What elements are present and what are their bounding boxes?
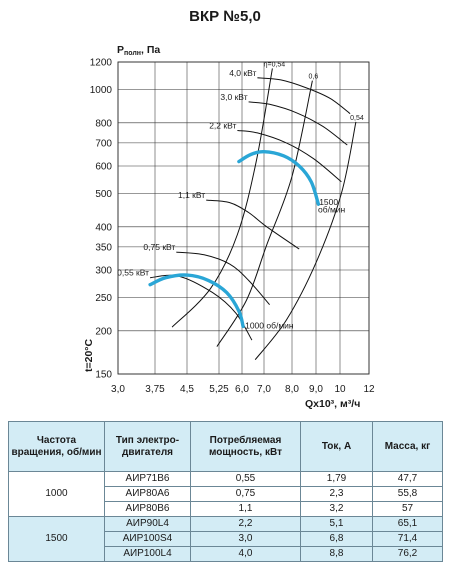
current-cell: 1,79 (300, 471, 373, 487)
power-label: 2,2 кВт (209, 121, 236, 131)
power-curve (176, 251, 270, 306)
y-tick-label: 1000 (90, 85, 113, 96)
table-row: АИР80А6 0,75 2,3 55,8 (9, 486, 443, 502)
x-tick-label: 10 (334, 384, 346, 395)
x-tick-label: 3,0 (111, 384, 125, 395)
x-tick-labels: 3,0 3,75 4,5 5,25 6,0 7,0 8,0 9,0 10 12 (111, 384, 375, 395)
power-cell: 0,75 (190, 486, 301, 502)
series-curves (148, 149, 321, 329)
power-cell: 2,2 (190, 516, 301, 532)
power-cell: 4,0 (190, 546, 301, 562)
y-tick-label: 400 (95, 222, 112, 233)
x-tick-label: 5,25 (209, 384, 229, 395)
x-tick-label: 7,0 (257, 384, 271, 395)
power-label: 1,1 кВт (178, 190, 205, 200)
y-axis-label: Pполн, Па (117, 44, 160, 57)
annotation-label: об/мин (318, 205, 346, 215)
power-curve (257, 77, 351, 115)
current-cell: 2,3 (300, 486, 373, 502)
x-tick-label: 8,0 (285, 384, 299, 395)
y-tick-label: 350 (95, 242, 112, 253)
motor-spec-table: Частота вращения, об/мин Тип электро-дви… (8, 421, 443, 562)
series-curve (237, 149, 321, 206)
x-tick-label: 3,75 (145, 384, 165, 395)
annotation-label: 1500 (319, 197, 338, 207)
current-cell: 3,2 (300, 501, 373, 517)
y-tick-label: 700 (95, 138, 112, 149)
mass-cell: 57 (372, 501, 443, 517)
power-cell: 0,55 (190, 471, 301, 487)
mass-cell: 47,7 (372, 471, 443, 487)
y-tick-label: 300 (95, 266, 112, 277)
table-row: 1000 АИР71В6 0,55 1,79 47,7 (8, 471, 443, 517)
power-label: 0,55 кВт (117, 268, 149, 278)
fan-performance-chart: ВКР №5,0 Pполн, Па η=0,54 0,6 0,54 0,55 кВ… (83, 8, 375, 410)
series-curve (148, 273, 245, 329)
header-mass: Масса, кг (372, 421, 443, 472)
power-curve (237, 130, 342, 183)
header-power: Потребляемая мощность, кВт (190, 421, 301, 472)
power-curves: 0,55 кВт 0,75 кВт 1,1 кВт 2,2 кВт 3,0 кВт 4,0… (117, 68, 351, 341)
mass-cell: 76,2 (372, 546, 443, 562)
y-tick-label: 500 (95, 189, 112, 200)
motor-cell: АИР71В6 (104, 471, 191, 487)
header-current: Ток, А (300, 421, 373, 472)
x-tick-label: 12 (363, 384, 375, 395)
table-row: АИР100L4 4,0 8,8 76,2 (9, 546, 443, 562)
table-header-row: Частота вращения, об/мин Тип электро-дви… (8, 421, 443, 472)
mass-cell: 71,4 (372, 531, 443, 547)
y-tick-label: 250 (95, 293, 112, 304)
chart-title: ВКР №5,0 (189, 8, 261, 25)
grid (117, 61, 370, 375)
motor-cell: АИР80В6 (104, 501, 191, 517)
power-label: 3,0 кВт (220, 92, 247, 102)
current-cell: 8,8 (300, 546, 373, 562)
x-axis-label: Qx10³, м³/ч (305, 398, 360, 410)
motor-cell: АИР90L4 (104, 516, 191, 532)
efficiency-line (171, 68, 273, 328)
speed-cell: 1500 (8, 516, 105, 562)
efficiency-line (254, 121, 357, 361)
efficiency-label: 0,6 (309, 74, 319, 81)
y-tick-label: 150 (95, 370, 112, 381)
efficiency-lines: η=0,54 0,6 0,54 (171, 61, 364, 361)
power-curve (206, 199, 300, 250)
efficiency-label: 0,54 (350, 115, 364, 122)
y-tick-label: 200 (95, 326, 112, 337)
motor-cell: АИР100S4 (104, 531, 191, 547)
y-tick-labels: 150 200 250 300 350 400 500 600 700 800 1000 1200 (90, 58, 113, 381)
y-tick-label: 1200 (90, 58, 113, 69)
mass-cell: 55,8 (372, 486, 443, 502)
power-label: 4,0 кВт (229, 68, 256, 78)
x-tick-label: 9,0 (309, 384, 323, 395)
temperature-label: t=20°C (83, 338, 95, 372)
x-tick-label: 4,5 (180, 384, 194, 395)
power-curve (248, 101, 348, 146)
power-cell: 3,0 (190, 531, 301, 547)
x-tick-label: 6,0 (235, 384, 249, 395)
motor-cell: АИР100L4 (104, 546, 191, 562)
y-tick-label: 800 (95, 118, 112, 129)
speed-cell: 1000 (8, 471, 105, 517)
header-speed: Частота вращения, об/мин (8, 421, 105, 472)
current-cell: 6,8 (300, 531, 373, 547)
table-row: АИР100S4 3,0 6,8 71,4 (9, 531, 443, 547)
y-tick-label: 600 (95, 162, 112, 173)
annotation-label: 1000 об/мин (245, 321, 294, 331)
current-cell: 5,1 (300, 516, 373, 532)
mass-cell: 65,1 (372, 516, 443, 532)
power-label: 0,75 кВт (143, 242, 175, 252)
efficiency-label: η=0,54 (264, 61, 286, 68)
table-row: 1500 АИР90L4 2,2 5,1 65,1 (8, 516, 443, 562)
header-motor: Тип электро-двигателя (104, 421, 191, 472)
power-cell: 1,1 (190, 501, 301, 517)
motor-cell: АИР80А6 (104, 486, 191, 502)
